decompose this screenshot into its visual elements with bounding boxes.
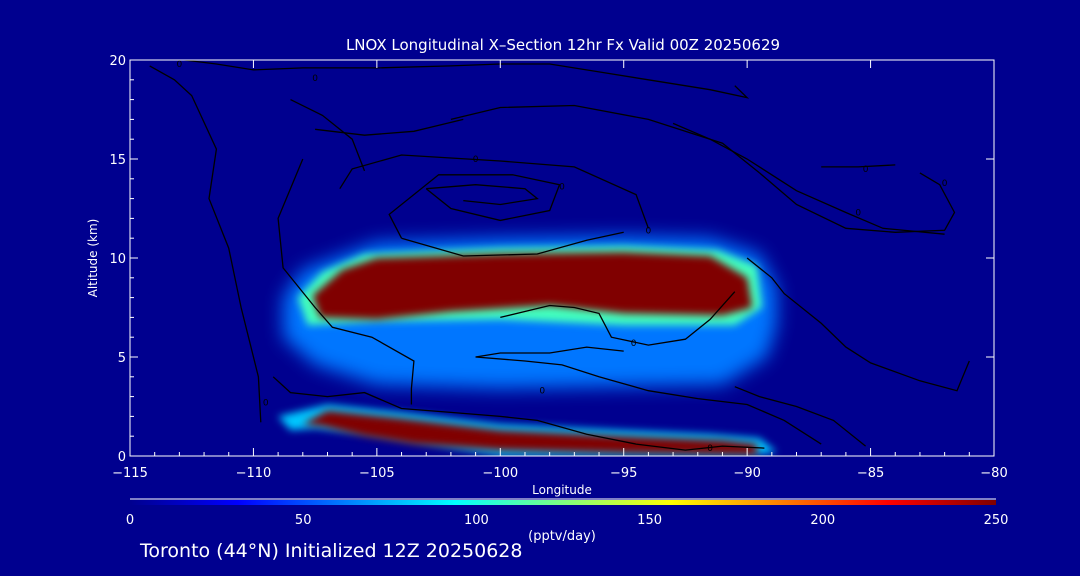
contour-line-17: [821, 164, 896, 168]
y-tick-label: 20: [109, 54, 126, 69]
y-tick-label: 0: [118, 450, 126, 465]
y-axis: 0 5 10 15 20: [109, 54, 994, 465]
x-tick-label: −85: [857, 466, 884, 481]
x-tick-label: −110: [236, 466, 272, 481]
colorbar-tick-label: 150: [637, 513, 662, 528]
x-tick-label: −115: [112, 466, 148, 481]
footer-caption: Toronto (44°N) Initialized 12Z 20250628: [140, 540, 523, 562]
contour-line-5: [388, 174, 561, 239]
contour-label-3: 0: [646, 226, 652, 236]
contour-label-4: 0: [473, 155, 479, 165]
contour-label-10: 0: [855, 208, 861, 218]
x-tick-label: −100: [482, 466, 518, 481]
contour-line-1: [149, 65, 262, 423]
x-tick-label: −90: [733, 466, 760, 481]
contour-line-2: [184, 60, 750, 99]
colorbar-tick-label: 200: [810, 513, 835, 528]
contour-label-11: 0: [263, 399, 269, 409]
contour-line-9: [272, 376, 765, 451]
contour-line-14: [290, 99, 366, 172]
lnox-field: [278, 236, 777, 456]
contour-line-6: [426, 184, 539, 206]
chart-title: LNOX Longitudinal X–Section 12hr Fx Vali…: [346, 36, 780, 54]
contour-line-15: [672, 122, 945, 235]
x-axis: −115 −110 −105 −100 −95 −90 −85 −80: [112, 60, 1008, 481]
contour-line-8: [277, 158, 415, 405]
x-tick-label: −95: [610, 466, 637, 481]
contour-label-7: 0: [707, 444, 713, 454]
contour-label-8: 0: [863, 165, 869, 175]
contour-label-5: 0: [631, 339, 637, 349]
contour-label-12: 0: [312, 74, 318, 84]
colorbar-tick-label: 250: [984, 513, 1009, 528]
contour-label-6: 0: [539, 387, 545, 397]
y-tick-label: 5: [118, 351, 126, 366]
contour-label-9: 0: [942, 179, 948, 189]
contour-line-7: [401, 231, 624, 257]
contour-line-11: [475, 356, 822, 445]
field-region-5: [302, 410, 757, 455]
contour-label-1: 0: [177, 60, 183, 70]
colorbar-tick-label: 50: [295, 513, 312, 528]
colorbar-tick-label: 0: [126, 513, 134, 528]
colorbar-tick-label: 100: [464, 513, 489, 528]
contour-line-10: [315, 118, 464, 136]
colorbar-label: (pptv/day): [528, 529, 596, 544]
contour-line-19: [734, 386, 867, 447]
colorbar-gradient: [130, 500, 996, 505]
contour-line-16: [759, 172, 956, 233]
y-tick-label: 15: [109, 153, 126, 168]
x-tick-label: −105: [359, 466, 395, 481]
contour-line-4: [339, 154, 650, 229]
colorbar: 0 50 100 150 200 250: [126, 498, 1009, 528]
contour-line-18: [746, 257, 970, 392]
y-tick-label: 10: [109, 252, 126, 267]
contour-label-2: 0: [559, 183, 565, 193]
x-axis-label: Longitude: [532, 483, 592, 497]
contour-lines: [149, 60, 970, 451]
contour-labels: 0 0 0 0 0 0 0 0 0 0 0 0: [177, 60, 948, 454]
contour-line-3: [450, 104, 760, 174]
field-region-3: [312, 252, 753, 320]
x-tick-label: −80: [980, 466, 1007, 481]
contour-line-13: [500, 291, 736, 346]
y-axis-label: Altitude (km): [86, 219, 100, 298]
contour-line-12: [475, 346, 624, 358]
